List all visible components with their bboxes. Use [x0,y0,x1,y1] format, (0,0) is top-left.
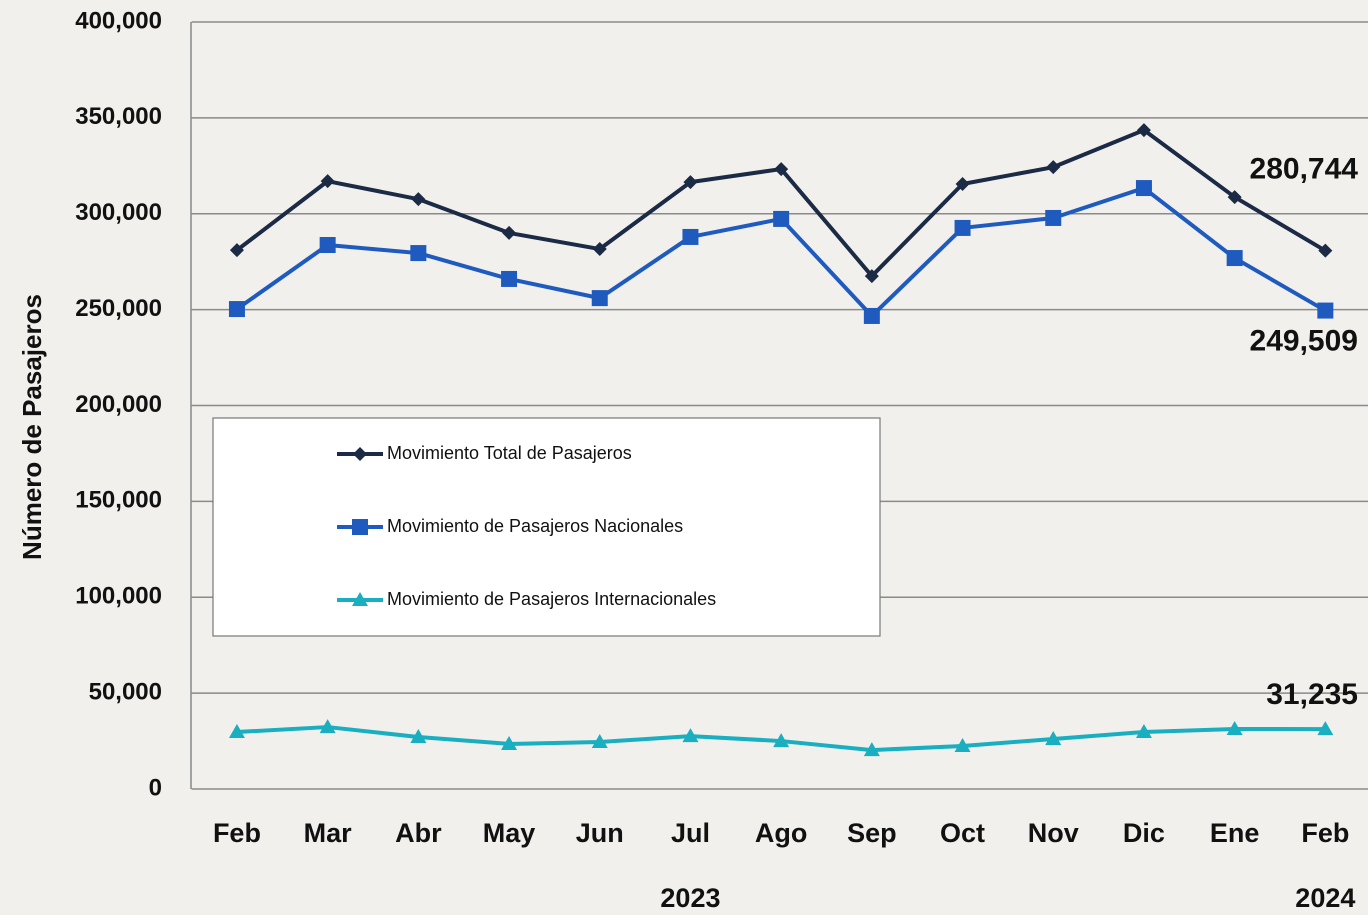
marker [411,192,425,206]
marker [1046,160,1060,174]
x-tick-label: Sep [847,818,897,848]
y-tick-label: 250,000 [75,295,162,322]
x-tick-label: Dic [1123,818,1165,848]
x-tick-label: Ago [755,818,807,848]
data-label: 280,744 [1250,153,1359,186]
marker [682,229,698,245]
marker [1136,180,1152,196]
x-tick-label: Jun [576,818,624,848]
y-tick-label: 0 [149,774,162,801]
chart: Número de Pasajeros 0 50,000 100,000 150,00… [0,0,1368,915]
x-tick-label: Feb [1301,818,1349,848]
x-tick-label: Nov [1028,818,1079,848]
y-tick-label: 300,000 [75,199,162,226]
year-label: 2023 [660,883,720,913]
y-tick-label: 50,000 [89,678,162,705]
y-tick-label: 150,000 [75,487,162,514]
x-tick-label: Feb [213,818,261,848]
marker [229,301,245,317]
y-tick-label: 400,000 [75,7,162,34]
x-tick-label: Ene [1210,818,1260,848]
legend-label: Movimiento de Pasajeros Internacionales [387,589,716,609]
data-label: 249,509 [1250,324,1358,357]
x-tick-label: May [483,818,536,848]
y-tick-label: 100,000 [75,583,162,610]
marker [592,290,608,306]
data-label: 31,235 [1266,678,1358,711]
x-tick-label: Oct [940,818,985,848]
marker [1317,303,1333,319]
marker [1045,210,1061,226]
y-axis-label: Número de Pasajeros [17,294,47,560]
marker [410,245,426,261]
marker [773,211,789,227]
x-tick-label: Abr [395,818,442,848]
x-tick-label: Jul [671,818,710,848]
marker [1227,250,1243,266]
marker [501,271,517,287]
marker [864,308,880,324]
marker [320,237,336,253]
y-tick-label: 200,000 [75,391,162,418]
legend-label: Movimiento de Pasajeros Nacionales [387,516,683,536]
x-tick-label: Mar [304,818,353,848]
series-line [237,188,1325,316]
year-label: 2024 [1295,883,1355,913]
y-tick-label: 350,000 [75,103,162,130]
legend-label: Movimiento Total de Pasajeros [387,443,632,463]
marker [352,519,368,535]
marker [502,226,516,240]
marker [955,220,971,236]
